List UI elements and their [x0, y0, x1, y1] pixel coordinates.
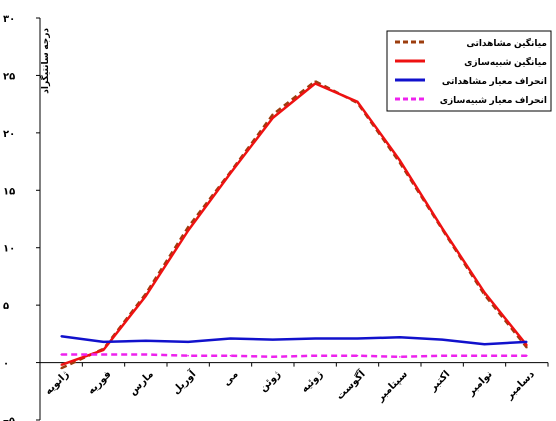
series-line-3: [61, 353, 527, 359]
data-point: [60, 335, 62, 337]
data-point: [272, 113, 274, 116]
legend-label-1: میانگین شبیه‌سازی: [464, 56, 547, 68]
data-point: [526, 344, 528, 347]
data-point: [441, 338, 443, 341]
x-tick-label: اکتبر: [427, 369, 452, 394]
data-point: [229, 172, 232, 174]
data-point: [356, 101, 359, 103]
data-point: [483, 291, 486, 294]
data-point: [60, 364, 62, 366]
y-tick-label: ۰: [3, 359, 9, 370]
data-point: [272, 338, 274, 341]
data-point: [145, 353, 147, 356]
data-point: [526, 346, 528, 349]
data-point: [483, 343, 486, 345]
x-tick-label: می: [221, 369, 240, 388]
data-point: [356, 354, 359, 357]
data-point: [272, 356, 274, 358]
data-point: [187, 354, 189, 357]
x-tick-label: ژوئیه: [299, 369, 325, 395]
series-layer: [60, 79, 528, 370]
y-tick-label: ۱۰: [3, 244, 15, 255]
data-point: [145, 339, 147, 342]
x-tick-label: فوریه: [86, 369, 114, 397]
data-point: [441, 354, 443, 357]
y-tick-label: ۵: [3, 301, 9, 312]
data-point: [229, 337, 232, 340]
y-tick-label: ۳۰: [3, 14, 15, 25]
data-point: [102, 349, 105, 351]
data-point: [314, 354, 316, 357]
legend: میانگین مشاهداتی میانگین شبیه‌سازی انحراف …: [386, 30, 552, 112]
data-point: [399, 356, 401, 358]
data-point: [441, 227, 443, 229]
x-tick-label: مارس: [127, 369, 156, 398]
data-point: [102, 353, 105, 356]
data-point: [399, 159, 401, 162]
x-tick-label: دسامبر: [504, 369, 537, 402]
x-tick-label: آگوست: [333, 367, 368, 402]
data-point: [60, 353, 62, 356]
x-tick-label: آوریل: [169, 367, 198, 396]
data-point: [399, 336, 401, 339]
data-point: [145, 295, 147, 297]
data-point: [60, 367, 62, 370]
legend-label-0: میانگین مشاهداتی: [466, 37, 547, 49]
series-line-1: [60, 82, 528, 367]
data-point: [356, 337, 359, 340]
data-point: [187, 229, 189, 232]
legend-label-2: انحراف معیار مشاهداتی: [442, 76, 547, 87]
legend-label-3: انحراف معیار شبیه‌سازی: [440, 95, 547, 106]
data-point: [314, 82, 316, 85]
data-point: [314, 337, 316, 340]
series-line-2: [61, 334, 527, 346]
data-point: [229, 354, 232, 357]
x-tick-label: نوامبر: [465, 369, 495, 399]
series-line-0: [60, 79, 528, 370]
data-point: [187, 341, 189, 343]
data-point: [272, 117, 274, 119]
y-tick-label: ۲۰: [3, 129, 15, 140]
data-point: [187, 226, 189, 228]
x-tick-label: سپتامبر: [374, 369, 410, 405]
data-point: [102, 341, 105, 343]
y-tick-label: ۲۵: [3, 71, 15, 82]
data-point: [526, 341, 528, 343]
data-point: [314, 80, 316, 82]
y-tick-label: ۱۵: [3, 186, 15, 197]
y-tick-label: −۵: [3, 416, 15, 421]
data-point: [483, 354, 486, 357]
data-point: [526, 354, 528, 357]
x-tick-label: ژانویه: [43, 369, 71, 397]
x-tick-label: ژوئن: [258, 369, 283, 394]
y-axis-label: درجه سانتیگراد: [39, 28, 51, 94]
